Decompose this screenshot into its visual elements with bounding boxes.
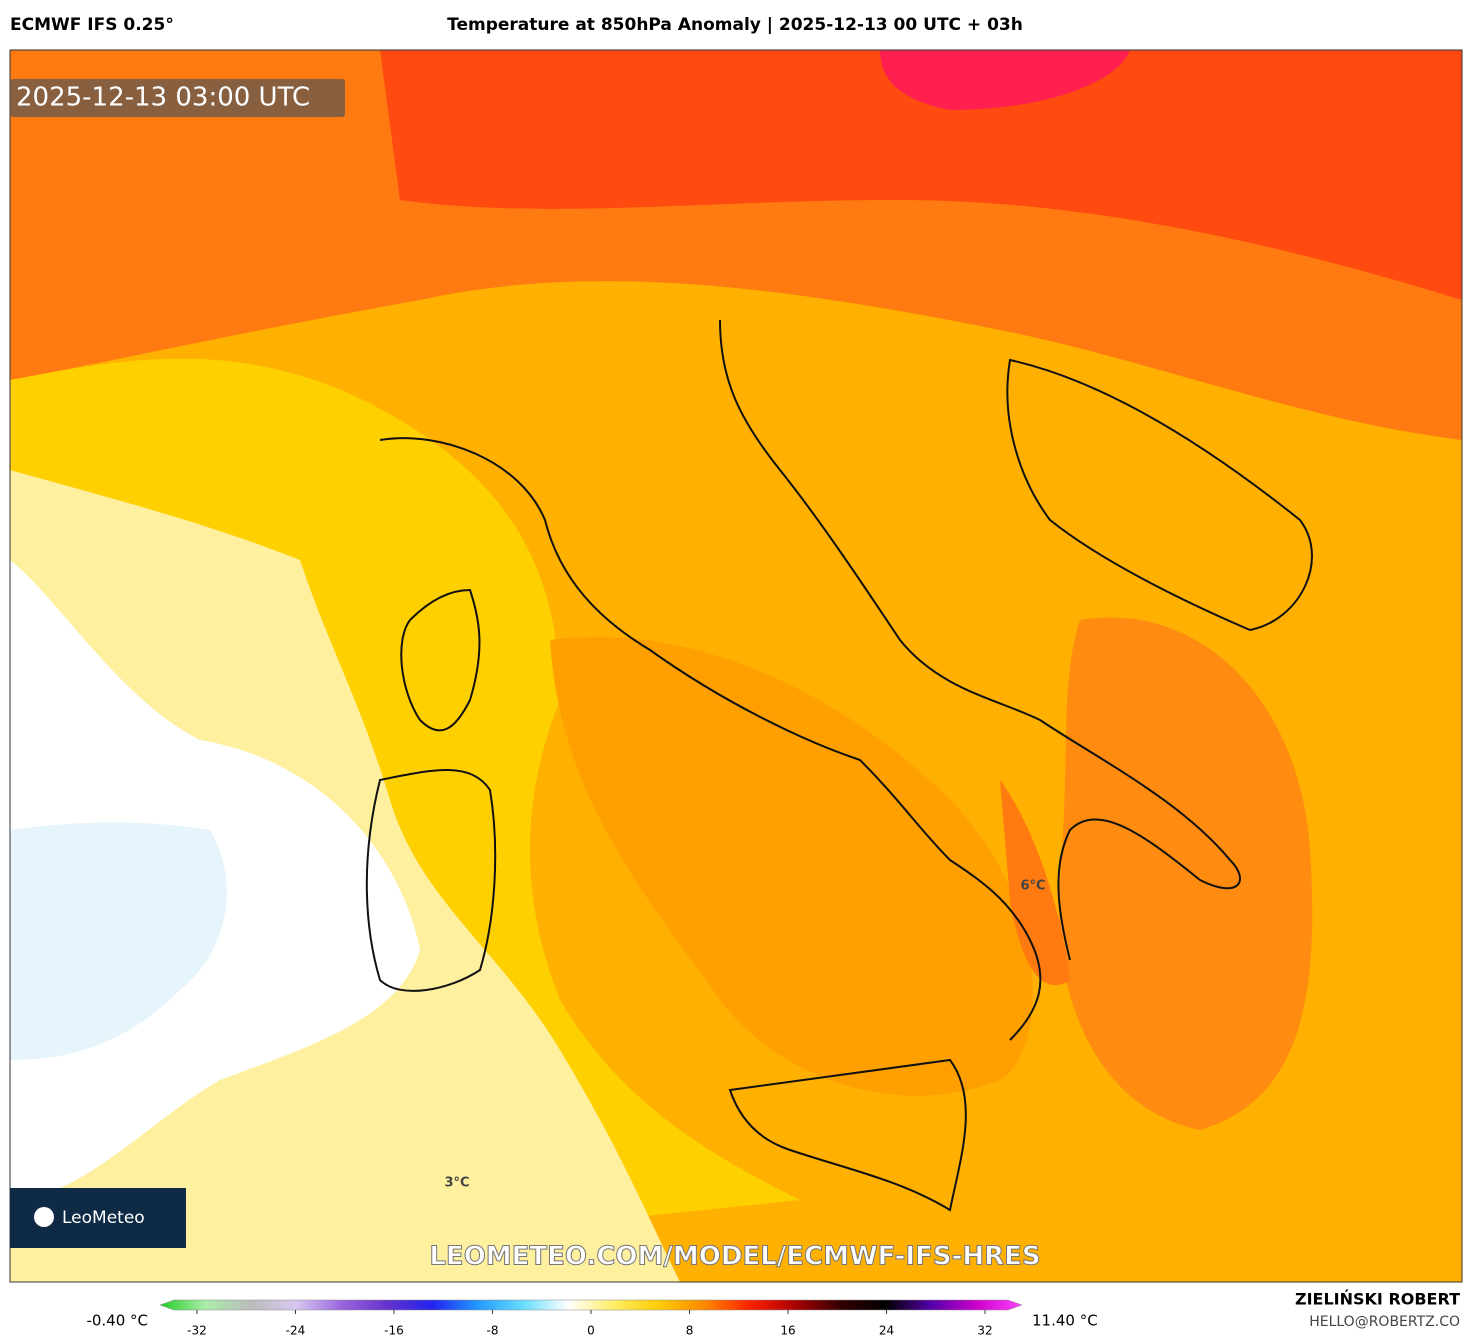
colorbar: -32 -24 -16 -8 0 8 16 24 32 — [159, 1299, 1023, 1338]
colorbar-tick-label: -16 — [384, 1324, 404, 1338]
colorbar-tick-label: 32 — [977, 1324, 992, 1338]
contour-label: 3°C — [444, 1176, 469, 1191]
colorbar-tick-label: 16 — [780, 1324, 795, 1338]
colorbar-tick-label: -8 — [487, 1324, 499, 1338]
watermark: LEOMETEO.COM/MODEL/ECMWF-IFS-HRES — [429, 1242, 1040, 1272]
map-title: Temperature at 850hPa Anomaly | 2025-12-… — [447, 15, 1023, 35]
colorbar-bar — [159, 1299, 1023, 1311]
colorbar-tick-label: 0 — [587, 1324, 595, 1338]
author: ZIELIŃSKI ROBERT — [1295, 1290, 1460, 1309]
logo-sun — [34, 1207, 54, 1227]
email: HELLO@ROBERTZ.CO — [1309, 1314, 1460, 1330]
map-frame — [9, 49, 1463, 1283]
contour-label: 6°C — [1020, 879, 1045, 894]
colorbar-tick-label: 8 — [686, 1324, 694, 1338]
colorbar-max: 11.40 °C — [1032, 1312, 1098, 1330]
timestamp: 2025-12-13 03:00 UTC — [16, 83, 310, 113]
timestamp-box — [10, 79, 345, 117]
colorbar-min: -0.40 °C — [86, 1312, 148, 1330]
colorbar-tick-label: -32 — [187, 1324, 207, 1338]
model-name: ECMWF IFS 0.25° — [10, 15, 174, 35]
map — [10, 50, 1462, 1282]
logo: LeoMeteo — [62, 1208, 145, 1228]
colorbar-tick-label: 24 — [879, 1324, 894, 1338]
coastline — [365, 319, 1313, 1212]
colorbar-tick-label: -24 — [286, 1324, 306, 1338]
